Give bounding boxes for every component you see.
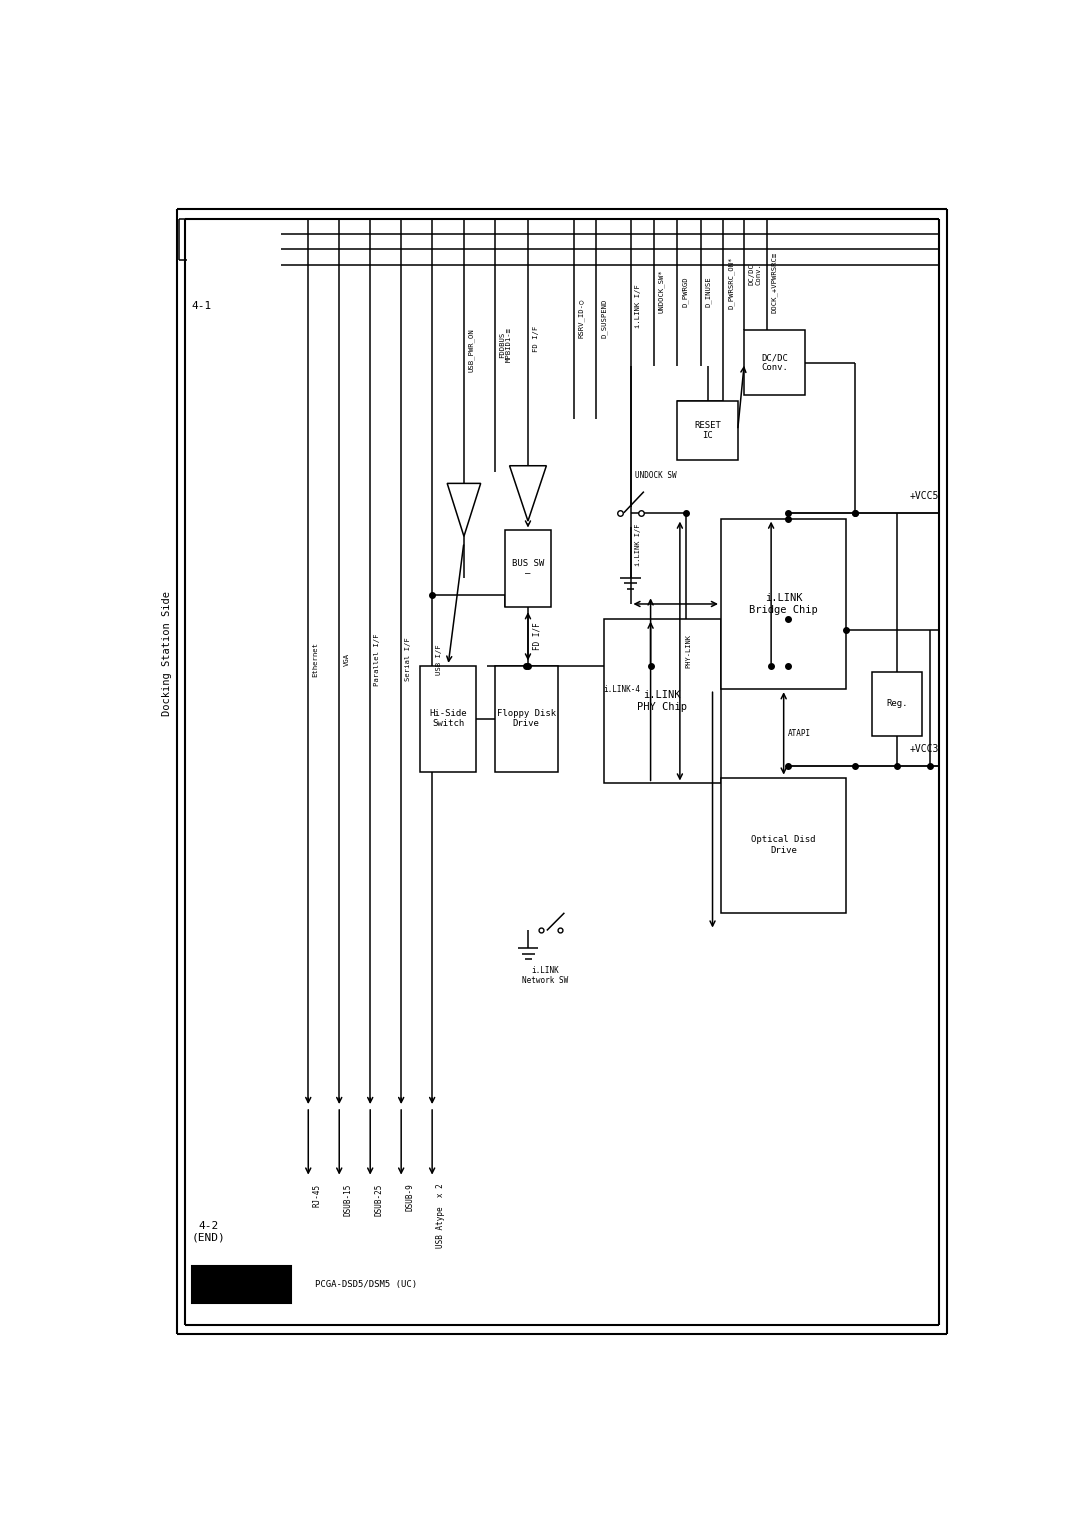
Text: i.LINK-4: i.LINK-4 (604, 685, 640, 694)
Bar (505, 530, 551, 607)
Text: FD I/F: FD I/F (532, 622, 541, 651)
Bar (192, 1265, 291, 1303)
Text: PHY-LINK: PHY-LINK (685, 634, 691, 668)
Text: Optical Disd
Drive: Optical Disd Drive (752, 836, 815, 854)
Text: +VCC3: +VCC3 (909, 744, 939, 753)
Bar (420, 666, 476, 772)
Text: RJ-45: RJ-45 (312, 1183, 322, 1207)
Text: i.LINK
PHY Chip: i.LINK PHY Chip (637, 691, 687, 712)
Text: Hi-Side
Switch: Hi-Side Switch (429, 709, 467, 729)
Bar (744, 330, 805, 396)
Text: Reg.: Reg. (886, 700, 907, 709)
Text: i.LINK
Network SW: i.LINK Network SW (522, 966, 568, 986)
Text: DSUB-15: DSUB-15 (343, 1183, 352, 1216)
Bar (872, 672, 922, 736)
Bar (721, 778, 847, 912)
Text: USB Atype  x 2: USB Atype x 2 (436, 1183, 445, 1248)
Text: RSRV_ID-○: RSRV_ID-○ (578, 298, 584, 338)
Text: +VCC5: +VCC5 (909, 490, 939, 501)
Text: DSUB-25: DSUB-25 (375, 1183, 383, 1216)
Text: USB I/F: USB I/F (436, 643, 443, 674)
Text: i.LINK I/F: i.LINK I/F (635, 524, 640, 567)
Text: 4-2
(END): 4-2 (END) (192, 1221, 226, 1242)
Text: FD I/F: FD I/F (532, 325, 539, 351)
Text: D_PWRSRC_ON*: D_PWRSRC_ON* (728, 257, 734, 309)
Text: ATAPI: ATAPI (787, 729, 811, 738)
Text: Docking Station Side: Docking Station Side (162, 591, 172, 717)
Text: DSUB-9: DSUB-9 (405, 1183, 415, 1212)
Text: i.LINK
Bridge Chip: i.LINK Bridge Chip (750, 593, 818, 614)
Bar (677, 400, 738, 460)
Bar (495, 666, 557, 772)
Text: DC/DC
Conv.: DC/DC Conv. (761, 353, 788, 373)
Text: D_PWRGD: D_PWRGD (681, 277, 688, 307)
Text: PCGA-DSD5/DSM5 (UC): PCGA-DSD5/DSM5 (UC) (315, 1280, 417, 1290)
Text: Confidential: Confidential (210, 1280, 273, 1290)
Text: BUS SW
—: BUS SW — (512, 559, 544, 579)
Text: i.LINK I/F: i.LINK I/F (635, 284, 640, 329)
Bar (604, 619, 721, 784)
Text: UNDOCK_SW*: UNDOCK_SW* (658, 270, 665, 313)
Text: Ethernet: Ethernet (312, 642, 319, 677)
Text: VGA: VGA (343, 652, 350, 666)
Text: D_SUSPEND: D_SUSPEND (600, 298, 607, 338)
Text: USB_PWR_ON: USB_PWR_ON (468, 329, 475, 373)
Text: D_INUSE: D_INUSE (705, 277, 712, 307)
Bar (721, 518, 847, 689)
Text: DC/DC
Conv.: DC/DC Conv. (748, 263, 761, 284)
Text: Parallel I/F: Parallel I/F (375, 633, 380, 686)
Text: Floppy Disk
Drive: Floppy Disk Drive (497, 709, 556, 729)
Text: UNDOCK SW: UNDOCK SW (635, 471, 676, 480)
Text: Serial I/F: Serial I/F (405, 637, 411, 681)
Text: FDDBUS
MPBID1-≡: FDDBUS MPBID1-≡ (499, 327, 512, 362)
Text: RESET
IC: RESET IC (694, 420, 721, 440)
Text: 4-1: 4-1 (192, 301, 212, 312)
Text: DOCK_+VPWRSRC≡: DOCK_+VPWRSRC≡ (771, 252, 778, 313)
